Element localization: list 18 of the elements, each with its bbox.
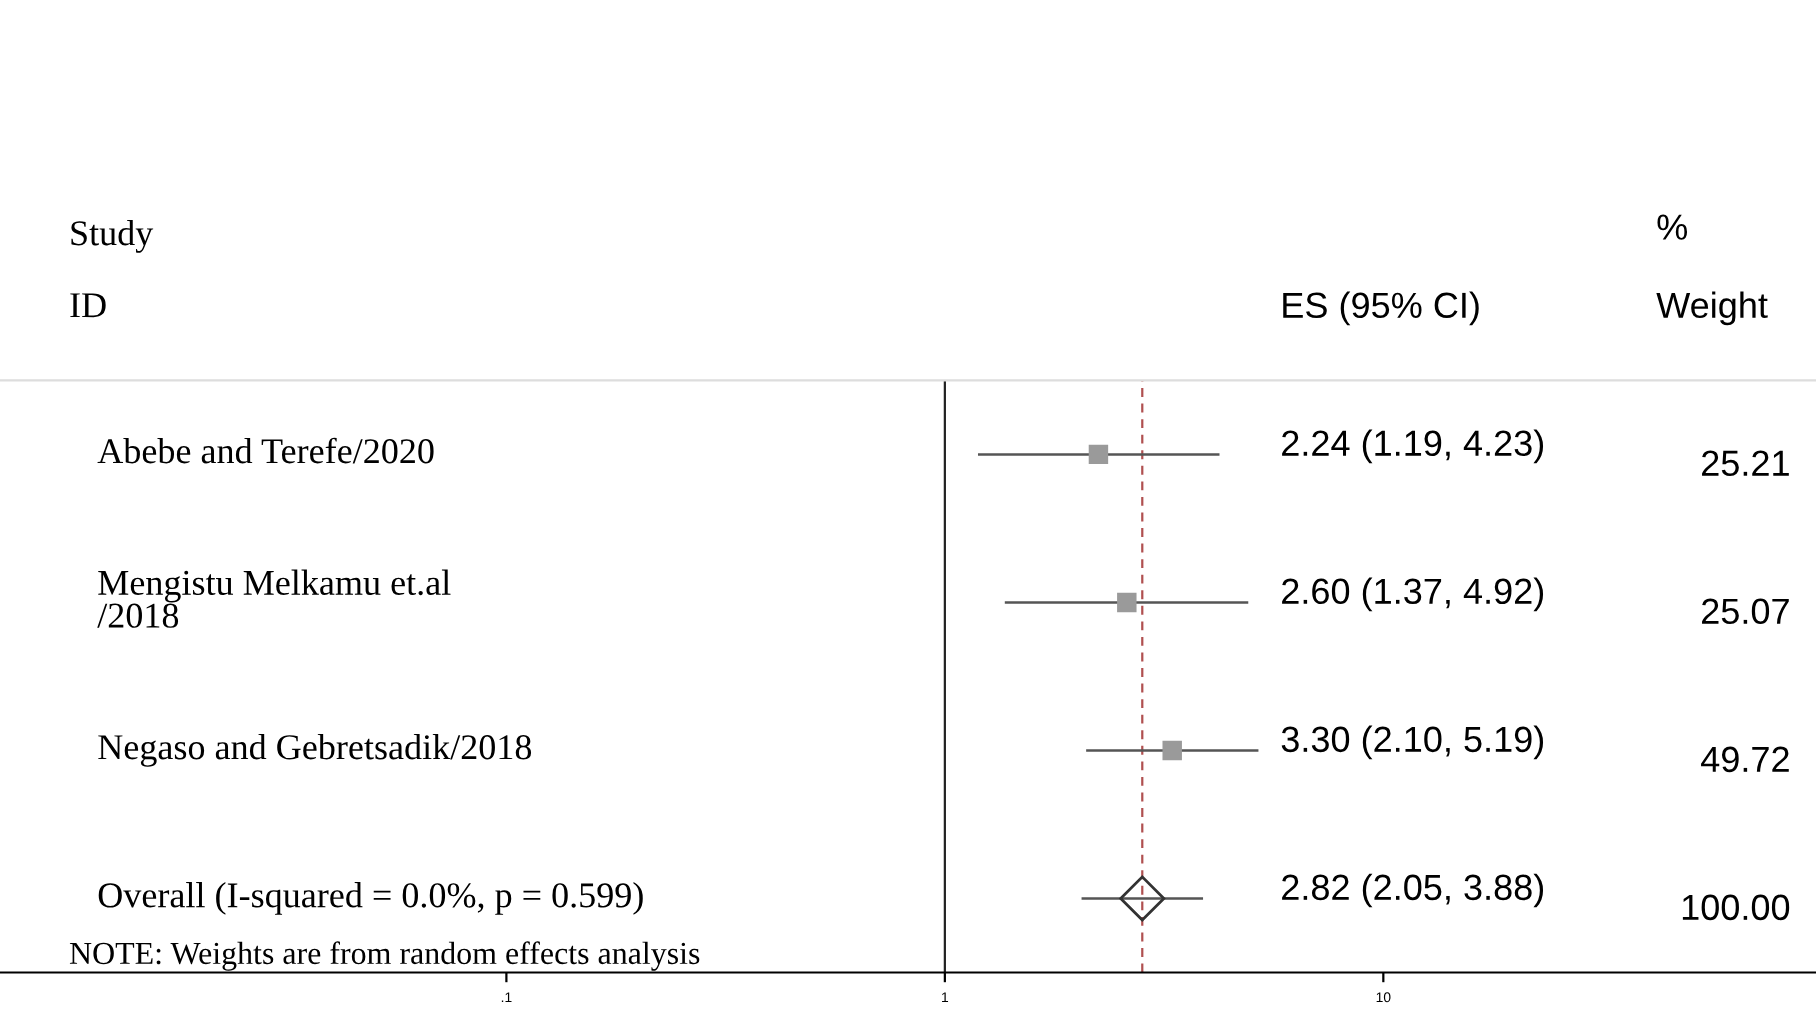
annotation: 2.82 (2.05, 3.88) — [1282, 873, 1544, 908]
y-tick-label: Abebe and Terefe/2020 — [97, 437, 434, 464]
text: ES (95% CI) — [1283, 291, 1479, 326]
y-tick-label: Mengistu Melkamu et.al /2018 — [97, 569, 451, 628]
text: Study — [71, 220, 154, 253]
annotation: 25.21 — [1702, 450, 1789, 477]
annotation: 2.24 (1.19, 4.23) — [1282, 429, 1544, 464]
annotation: 100.00 — [1682, 894, 1790, 921]
y-tick-label: Negaso and Gebretsadik/2018 — [98, 734, 532, 767]
annotation: 25.07 — [1702, 598, 1789, 625]
annotation: NOTE: Weights are from random effects analysis — [69, 941, 700, 971]
annotation: 3.30 (2.10, 5.19) — [1281, 725, 1544, 760]
annotation: 49.72 — [1701, 746, 1789, 773]
text: ID — [70, 293, 106, 318]
y-tick-label: Overall (I-squared = 0.0%, p = 0.599) — [98, 882, 643, 915]
text: % — [1657, 214, 1688, 240]
annotation: 2.60 (1.37, 4.92) — [1282, 577, 1544, 612]
text: Weight — [1656, 291, 1768, 326]
